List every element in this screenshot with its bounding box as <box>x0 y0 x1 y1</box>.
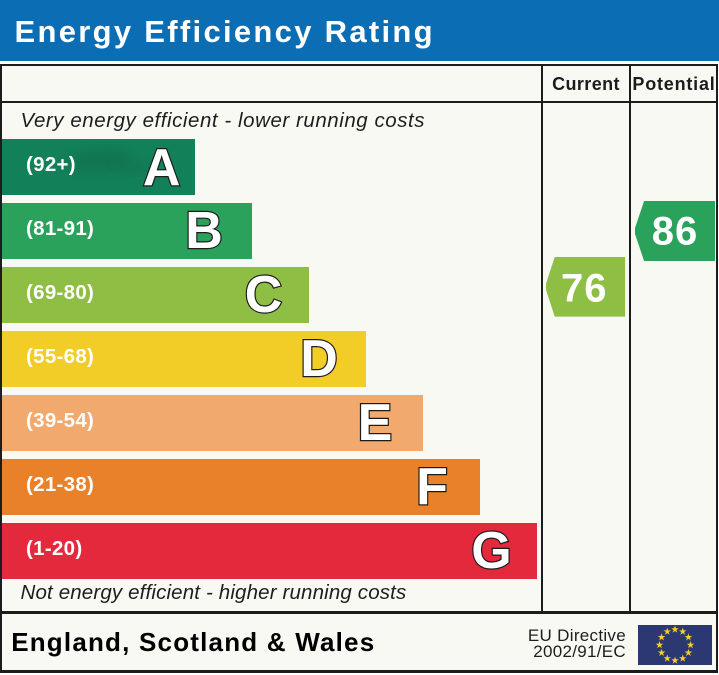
svg-text:E: E <box>358 394 393 452</box>
svg-text:F: F <box>416 458 448 516</box>
svg-text:D: D <box>300 330 338 388</box>
svg-text:C: C <box>245 266 283 324</box>
svg-text:A: A <box>143 139 181 197</box>
svg-text:86: 86 <box>652 209 699 253</box>
svg-text:76: 76 <box>561 267 608 311</box>
svg-text:G: G <box>471 522 511 580</box>
svg-text:B: B <box>185 202 223 260</box>
